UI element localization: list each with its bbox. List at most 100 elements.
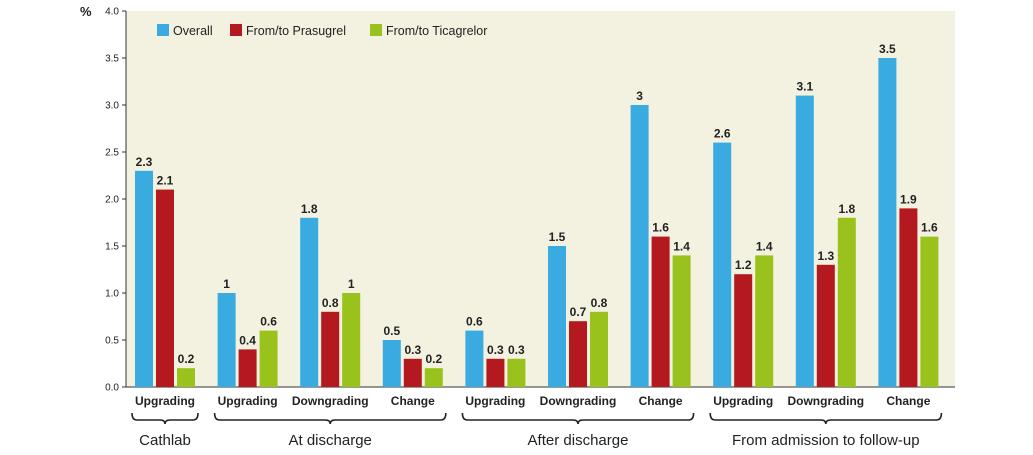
data-label: 0.6 [260,315,277,329]
data-label: 1.8 [838,202,855,216]
legend-label: From/to Ticagrelor [386,24,487,38]
data-label: 3.1 [796,80,813,94]
group-brace [709,412,943,425]
bar [135,170,153,387]
bar [403,358,422,387]
legend-swatch [157,24,169,36]
x-category-label: Downgrading [787,394,864,408]
bar [816,264,835,387]
data-label: 2.1 [157,174,174,188]
data-label: 1.4 [673,239,690,253]
bar [156,189,174,387]
bar [465,330,484,387]
bar [590,311,608,387]
y-tick-label: 4.0 [105,7,119,18]
legend-swatch [370,24,382,36]
data-label: 3 [636,89,643,103]
x-category-label: Change [639,394,683,408]
x-category-label: Upgrading [218,394,278,408]
bar-series-group [135,58,939,387]
x-category-label: Change [391,394,435,408]
group-label: Cathlab [139,432,191,449]
bar [342,293,361,387]
bar [177,368,195,387]
bar [734,274,753,387]
data-label: 0.3 [404,343,421,357]
data-label: 0.6 [466,315,483,329]
group-brace [131,412,199,425]
x-category-label: Downgrading [292,394,369,408]
data-label: 1.8 [301,202,318,216]
legend-label: Overall [173,24,213,38]
data-label: 0.7 [570,305,587,319]
x-category-label: Upgrading [135,394,195,408]
data-label: 1.4 [756,239,773,253]
data-label: 0.8 [322,296,339,310]
bar [424,368,443,387]
data-label: 0.4 [239,333,256,347]
data-label: 1 [223,277,230,291]
x-axis-groups: Cathlab At discharge After discharge From a… [131,412,943,449]
data-label: 2.6 [714,127,731,141]
data-label: 0.2 [425,352,442,366]
bar [486,358,505,387]
data-label: 0.2 [178,352,195,366]
x-category-label: Upgrading [713,394,773,408]
data-label: 1.6 [652,221,669,235]
x-category-label: Upgrading [465,394,525,408]
bar [507,358,526,387]
y-tick-label: 0.0 [105,383,119,394]
group-label: After discharge [528,432,629,449]
bar [630,105,649,387]
x-category-label: Change [886,394,930,408]
bar [259,330,278,387]
bar [795,95,814,387]
data-label: 3.5 [879,42,896,56]
data-label: 1.6 [921,221,938,235]
bar [651,236,670,387]
legend-swatch [230,24,242,36]
y-tick-label: 0.5 [105,336,119,347]
group-label: From admission to follow-up [732,432,920,449]
data-label: 1.2 [735,258,752,272]
data-label: 0.3 [487,343,504,357]
bar [569,321,587,387]
y-tick-label: 1.0 [105,289,119,300]
bar [300,217,319,387]
x-axis-categories: Upgrading Upgrading Downgrading Change Upgra… [135,394,931,408]
group-brace [461,412,695,425]
data-labels-group: 2.3 2.1 0.2 1 0.4 0.6 1.8 0.8 1 0.5 0.3 0.2 0.6 0.3 0.… [136,42,938,366]
legend-label: From/to Prasugrel [246,24,346,38]
y-axis-unit-label: % [80,4,92,19]
group-brace [213,412,447,425]
data-label: 0.8 [591,296,608,310]
data-label: 0.3 [508,343,525,357]
bar [217,293,236,387]
group-label: At discharge [289,432,372,449]
bar [755,255,774,387]
data-label: 1.5 [549,230,566,244]
data-label: 1.9 [900,192,917,206]
data-label: 0.5 [383,324,400,338]
bar [382,340,401,387]
bar [321,311,340,387]
y-tick-label: 2.5 [105,148,119,159]
bar [878,58,897,387]
y-tick-label: 1.5 [105,242,119,253]
bar [548,246,566,387]
x-category-label: Downgrading [540,394,617,408]
bar [238,349,257,387]
bar [672,255,691,387]
data-label: 1 [348,277,355,291]
bar [920,236,939,387]
bar [837,217,856,387]
y-tick-label: 3.0 [105,101,119,112]
y-tick-label: 3.5 [105,54,119,65]
legend: Overall From/to Prasugrel From/to Ticagrel… [157,24,487,38]
data-label: 1.3 [817,249,834,263]
bar [899,208,918,387]
data-label: 2.3 [136,155,153,169]
bar [713,142,732,387]
y-tick-label: 2.0 [105,195,119,206]
